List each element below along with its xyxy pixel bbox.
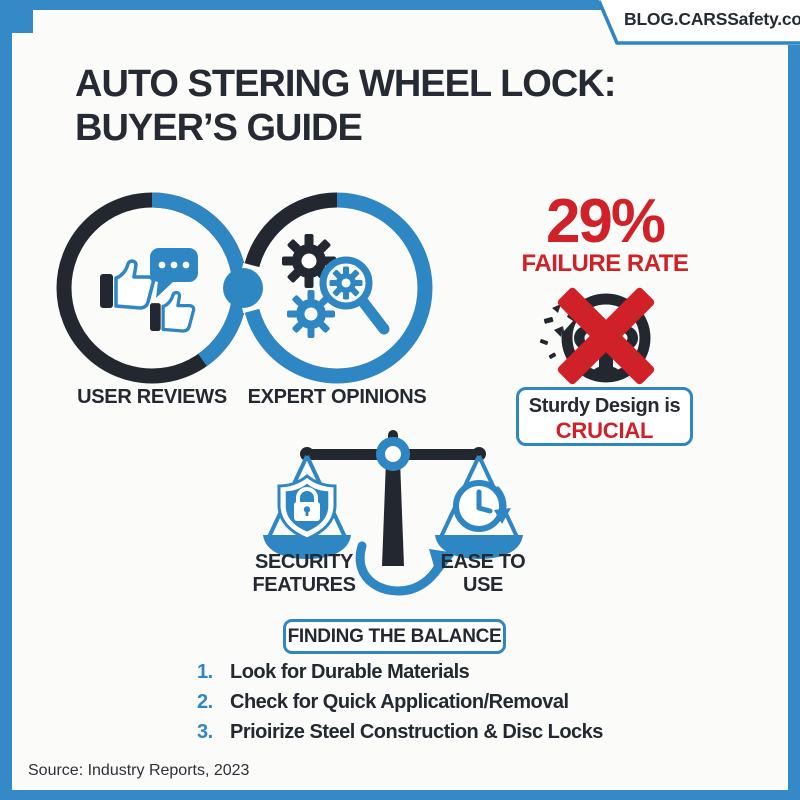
tip-item-2: 2. Check for Quick Application/Removal xyxy=(197,687,603,717)
security-label-line2: FEATURES xyxy=(252,574,356,596)
security-features-label: SECURITY FEATURES xyxy=(245,551,363,597)
ease-to-use-label: EASE TO USE xyxy=(430,551,536,597)
tip-number: 2. xyxy=(197,690,213,713)
tip-number: 1. xyxy=(197,660,213,683)
gear-icon xyxy=(282,234,336,288)
user-reviews-label: USER REVIEWS xyxy=(77,386,227,408)
page-title-line2: BUYER’S GUIDE xyxy=(75,107,363,150)
page-title-line1: AUTO STERING WHEEL LOCK: xyxy=(75,63,616,105)
security-label-line1: SECURITY xyxy=(255,551,353,573)
sturdy-design-callout: Sturdy Design is CRUCIAL xyxy=(516,387,693,446)
tip-item-3: 3. Prioirize Steel Construction & Disc L… xyxy=(197,717,603,747)
tip-text: Look for Durable Materials xyxy=(230,660,470,683)
connector-dot xyxy=(223,268,263,308)
tip-item-1: 1. Look for Durable Materials xyxy=(197,657,603,687)
clock-icon xyxy=(453,480,511,532)
ease-label-line2: USE xyxy=(463,574,503,596)
shield-lock-icon xyxy=(277,474,337,541)
red-x-icon xyxy=(557,287,655,385)
callout-line1: Sturdy Design is xyxy=(528,395,681,417)
corner-accent xyxy=(0,0,33,33)
crossed-steering-wheel-icon xyxy=(539,287,655,385)
tips-list: 1. Look for Durable Materials 2. Check f… xyxy=(197,657,603,747)
tip-text: Check for Quick Application/Removal xyxy=(230,690,569,713)
page-title: AUTO STERING WHEEL LOCK: BUYER’S GUIDE xyxy=(75,62,616,151)
expert-opinions-label: EXPERT OPINIONS xyxy=(247,386,427,408)
finding-the-balance-banner: FINDING THE BALANCE xyxy=(283,619,506,654)
failure-rate-label: FAILURE RATE xyxy=(521,250,689,277)
failure-rate-percent: 29% xyxy=(545,187,666,256)
right-pan xyxy=(435,455,523,559)
gear-blue-icon xyxy=(287,290,335,338)
site-badge-label: BLOG.CARSSafety.com xyxy=(624,9,800,29)
source-note: Source: Industry Reports, 2023 xyxy=(28,762,250,779)
balance-scale-icon xyxy=(263,430,523,596)
thumbs-up-small-icon xyxy=(150,290,196,333)
site-badge: BLOG.CARSSafety.com xyxy=(572,0,800,46)
magnifying-glass-gear-icon xyxy=(319,256,390,335)
curved-arrow-icon xyxy=(355,541,456,596)
thumbs-up-icon xyxy=(100,259,155,310)
tip-number: 3. xyxy=(197,720,213,743)
tip-text: Prioirize Steel Construction & Disc Lock… xyxy=(230,720,603,743)
speech-bubble-icon xyxy=(150,248,198,298)
left-pan xyxy=(263,455,351,559)
research-rings-graphic xyxy=(56,192,433,384)
site-badge-shape xyxy=(597,0,800,45)
ease-label-line1: EASE TO xyxy=(440,551,526,573)
callout-line2: CRUCIAL xyxy=(555,418,654,443)
